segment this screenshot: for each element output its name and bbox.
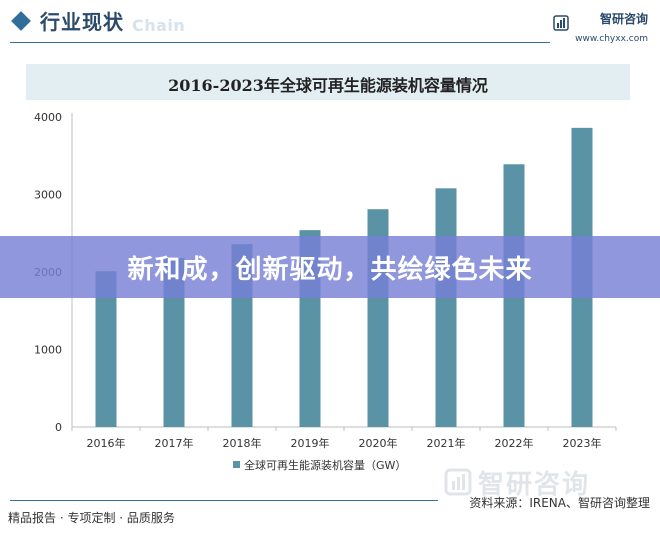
legend-swatch [233,461,240,468]
source-note: 资料来源：IRENA、智研咨询整理 [469,496,650,510]
x-tick-label: 2021年 [427,436,466,450]
brand-url: www.chyxx.com [575,34,648,44]
y-tick-label: 3000 [34,189,62,202]
x-tick-label: 2023年 [563,436,602,450]
brand-name: 智研咨询 [599,12,648,26]
banner-text: 新和成，创新驱动，共绘绿色未来 [127,255,533,285]
x-tick-label: 2016年 [87,436,126,450]
bar-chart-logo-icon [553,15,569,31]
page-header: 行业现状 Chain [0,0,660,48]
bar-1 [95,271,117,427]
section-title: 行业现状 [40,10,124,34]
footer-watermark: 智研咨询 [478,470,591,500]
x-tick-label: 2017年 [155,436,194,450]
brand-block: 智研咨询 www.chyxx.com [553,12,648,46]
x-tick-label: 2018年 [223,436,262,450]
x-tick-label: 2020年 [359,436,398,450]
watermark-logo-icon [444,468,472,496]
footer-divider [10,500,438,501]
legend-label: 全球可再生能源装机容量（GW） [244,458,406,472]
footer-tagline: 精品报告 · 专项定制 · 品质服务 [8,511,175,525]
bar-2 [163,258,185,427]
x-tick-label: 2022年 [495,436,534,450]
overlay-banner: 新和成，创新驱动，共绘绿色未来 [0,236,660,298]
header-watermark: Chain [132,16,186,35]
y-tick-label: 1000 [34,344,62,357]
y-tick-label: 4000 [34,111,62,124]
chart-title: 2016-2023年全球可再生能源装机容量情况 [168,76,488,95]
x-tick-label: 2019年 [291,436,330,450]
chart-title-bar: 2016-2023年全球可再生能源装机容量情况 [26,64,630,100]
bar-6 [435,188,457,427]
header-divider [10,42,550,43]
y-tick-label: 0 [55,421,62,434]
